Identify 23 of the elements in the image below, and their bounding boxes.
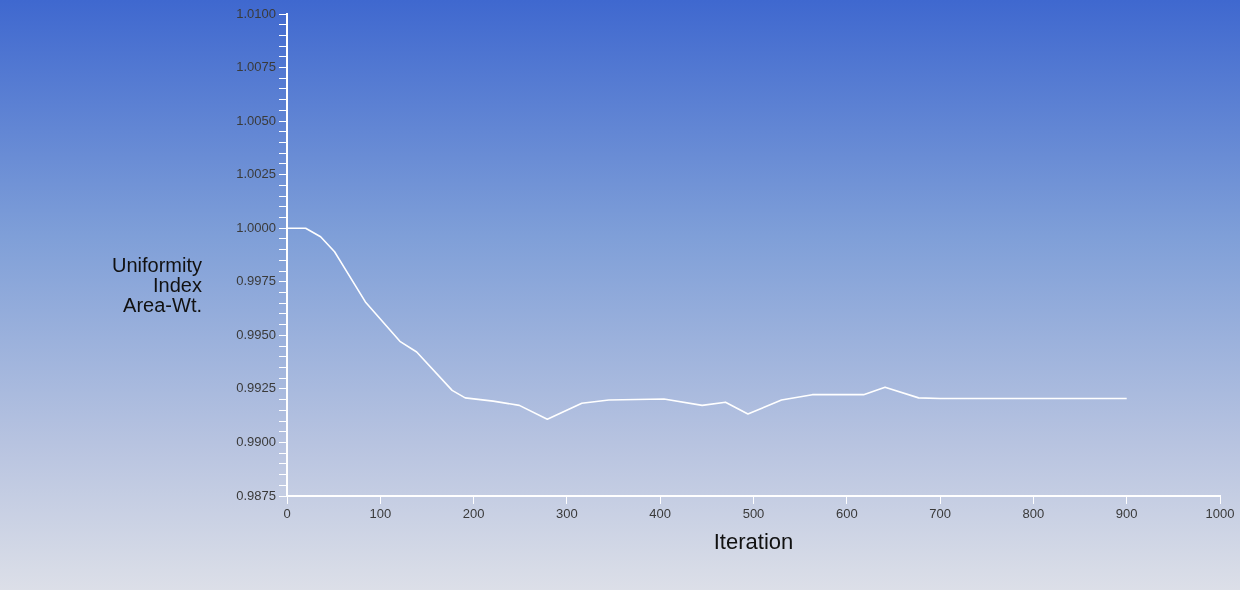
x-tick-label: 500 [742,506,765,522]
y-tick-label: 1.0050 [236,112,276,128]
x-tick-label: 1000 [1205,506,1235,522]
x-tick-label: 0 [283,506,291,522]
x-tick-label: 900 [1115,506,1138,522]
x-tick-label: 600 [835,506,858,522]
x-tick-label: 300 [556,506,578,522]
y-tick-label: 0.9900 [236,434,276,450]
x-axis-title: Iteration [713,528,794,554]
x-tick-label: 700 [929,506,951,522]
y-tick-label: 0.9950 [236,326,276,342]
y-tick-label: 0.9925 [236,380,276,396]
y-tick-label: 1.0075 [236,59,276,75]
x-tick-label: 800 [1022,506,1045,522]
text: 0.9875 [236,487,276,503]
y-tick-label: 1.0000 [236,219,276,235]
y-axis-title: Uniformity Index Area-Wt. [111,254,202,317]
x-tick-label: 400 [649,506,672,522]
x-tick-label: 100 [369,506,392,522]
y-tick-label: 0.9975 [236,273,276,289]
y-tick-label: 1.0100 [236,5,276,21]
y-tick-label: 1.0025 [236,166,276,182]
x-tick-label: 200 [462,506,485,522]
